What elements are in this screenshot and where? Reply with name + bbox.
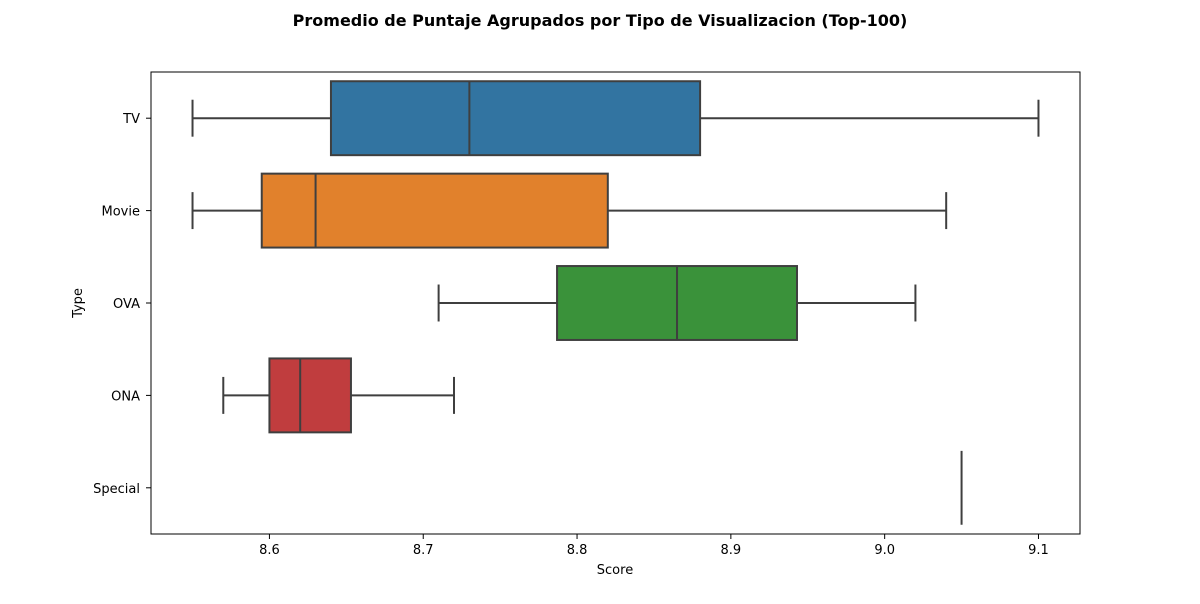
y-tick-label: OVA — [113, 297, 140, 312]
box-movie — [260, 172, 609, 249]
x-tick-label: 9.1 — [1028, 543, 1049, 558]
y-tick-label: Special — [93, 482, 140, 497]
x-tick-label: 8.6 — [259, 543, 280, 558]
y-tick-label: Movie — [102, 205, 140, 220]
y-axis-label: Type — [71, 288, 86, 319]
box-tv — [329, 80, 702, 157]
x-axis-label: Score — [597, 563, 633, 578]
chart-title: Promedio de Puntaje Agrupados por Tipo d… — [293, 11, 908, 30]
x-tick-label: 8.7 — [413, 543, 434, 558]
plot-area: 8.6 8.7 8.8 8.9 9.0 9.1 TV Movie OVA ONA Special — [93, 71, 1081, 558]
y-tick-label: ONA — [111, 389, 140, 404]
x-tick-label: 8.9 — [721, 543, 742, 558]
y-tick-label: TV — [122, 112, 140, 127]
box-ona — [268, 357, 352, 434]
x-tick-label: 8.8 — [567, 543, 588, 558]
x-tick-label: 9.0 — [874, 543, 895, 558]
